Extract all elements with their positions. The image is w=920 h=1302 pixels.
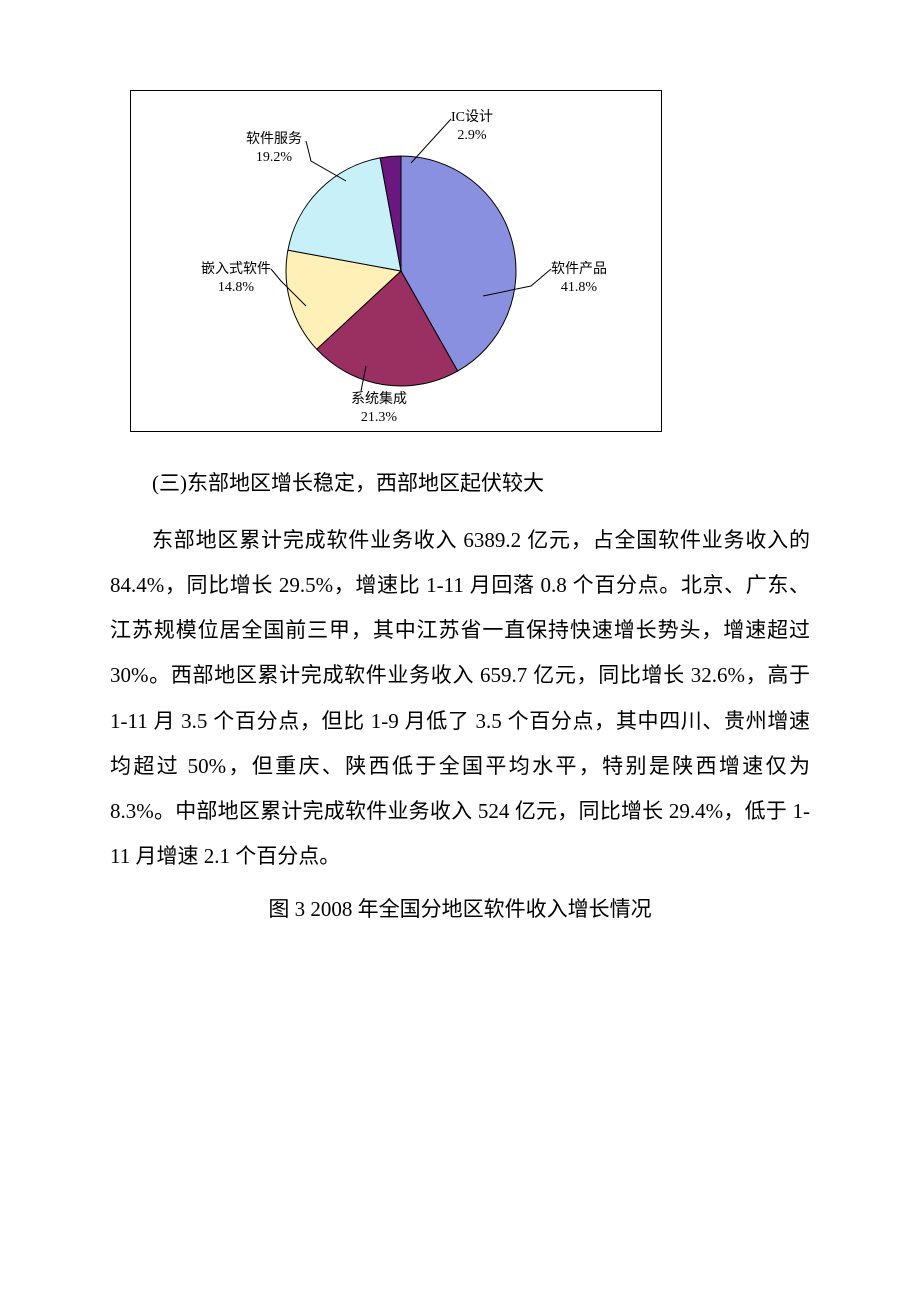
- document-page: 软件产品41.8% 系统集成21.3% 嵌入式软件14.8% 软件服务19.2% IC设…: [0, 0, 920, 983]
- pie-slice-label: 系统集成21.3%: [351, 391, 407, 427]
- pie-slice-label: IC设计2.9%: [451, 109, 493, 145]
- pie-slice-label: 软件产品41.8%: [551, 261, 607, 297]
- pie-chart-container: 软件产品41.8% 系统集成21.3% 嵌入式软件14.8% 软件服务19.2% IC设…: [130, 90, 662, 432]
- body-paragraph: 东部地区累计完成软件业务收入 6389.2 亿元，占全国软件业务收入的 84.4…: [110, 518, 810, 879]
- pie-slice-label: 软件服务19.2%: [246, 131, 302, 167]
- figure-caption: 图 3 2008 年全国分地区软件收入增长情况: [110, 893, 810, 923]
- pie-slice-label: 嵌入式软件14.8%: [201, 261, 271, 297]
- section-heading: (三)东部地区增长稳定，西部地区起伏较大: [110, 462, 810, 504]
- leader-line: [411, 119, 451, 163]
